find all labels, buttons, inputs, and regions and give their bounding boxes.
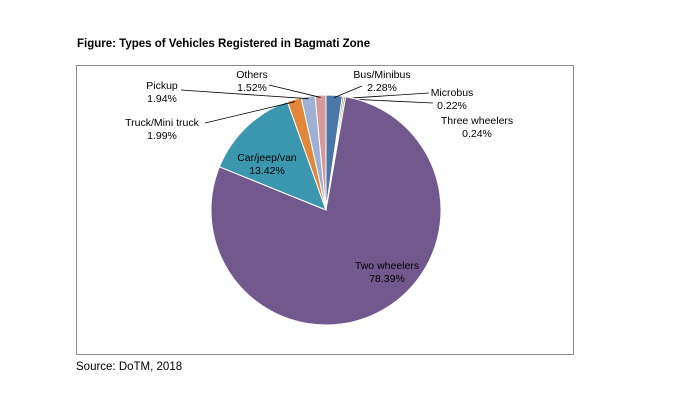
- slice-value-three-wheelers: 0.24%: [462, 128, 492, 140]
- slice-value-car-jeep-van: 13.42%: [249, 165, 285, 177]
- slice-label-bus-minibus: Bus/Minibus: [353, 69, 410, 81]
- chart-frame: Bus/Minibus 2.28% Microbus 0.22% Three wheel…: [76, 65, 574, 355]
- slice-value-others: 1.52%: [237, 82, 267, 94]
- leader-line-others: [268, 84, 321, 98]
- leader-line-bus-minibus: [333, 85, 363, 98]
- figure-source: Source: DoTM, 2018: [76, 361, 183, 373]
- slice-label-pickup: Pickup: [146, 80, 178, 92]
- slice-label-truck-mini-truck: Truck/Mini truck: [125, 117, 199, 129]
- slice-label-three-wheelers: Three wheelers: [441, 115, 513, 127]
- slice-value-two-wheelers: 78.39%: [369, 273, 405, 285]
- slice-value-pickup: 1.94%: [147, 93, 177, 105]
- leader-line-microbus: [342, 92, 430, 99]
- figure-title: Figure: Types of Vehicles Registered in …: [77, 38, 371, 50]
- slice-value-truck-mini-truck: 1.99%: [147, 130, 177, 142]
- pie-slice-two-wheelers: [210, 96, 442, 326]
- pie-slice-car-jeep-van: [218, 101, 327, 211]
- leader-line-truck-mini-truck: [204, 101, 295, 124]
- slice-label-others: Others: [236, 69, 268, 81]
- leader-line-pickup: [180, 89, 309, 100]
- slice-value-microbus: 0.22%: [437, 100, 467, 112]
- slice-label-microbus: Microbus: [431, 87, 474, 99]
- slice-value-bus-minibus: 2.28%: [367, 82, 397, 94]
- slice-label-car-jeep-van: Car/jeep/van: [237, 152, 297, 164]
- slice-label-two-wheelers: Two wheelers: [355, 260, 419, 272]
- pie-slice-others: [314, 94, 327, 211]
